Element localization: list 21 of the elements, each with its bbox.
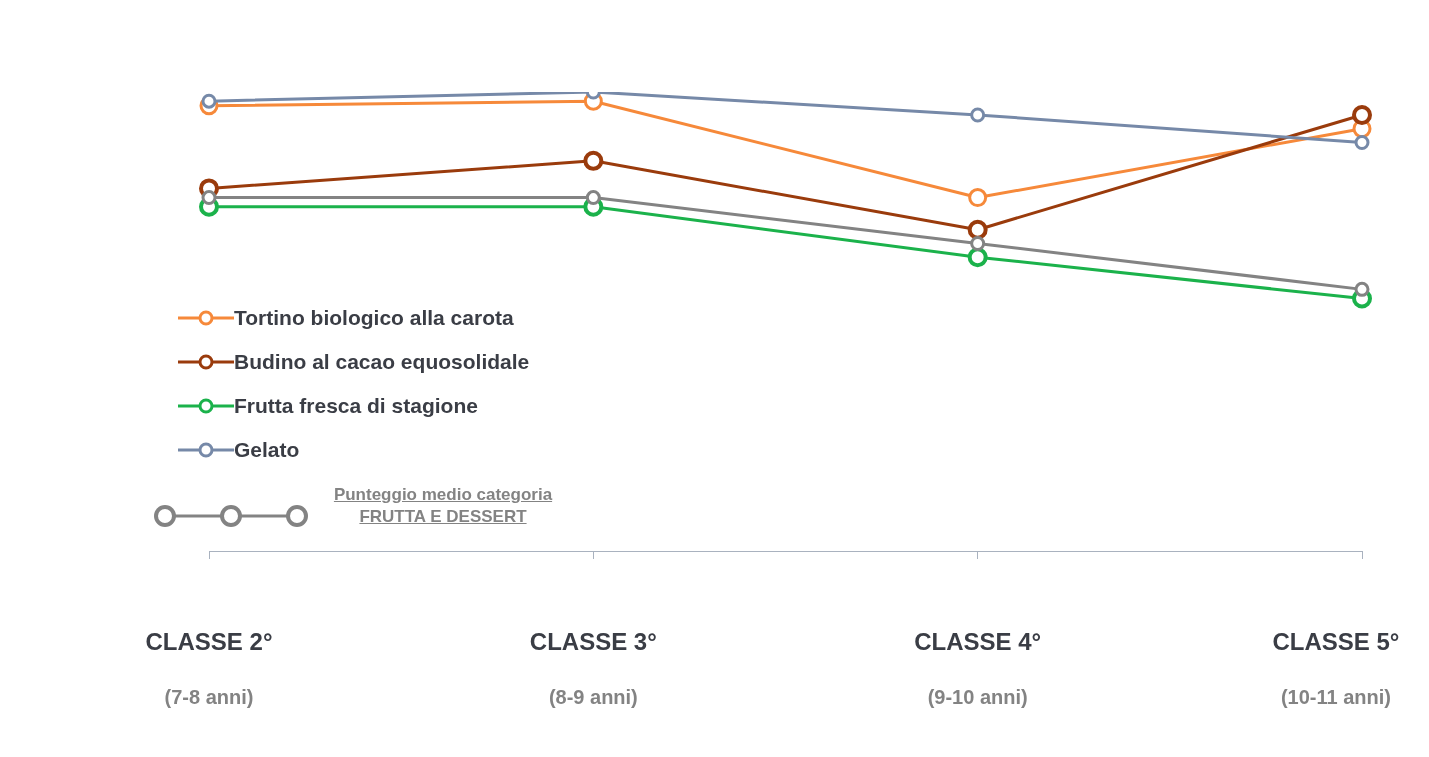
point [968, 188, 988, 208]
point [967, 247, 988, 268]
point [1352, 104, 1372, 125]
point [583, 150, 604, 171]
legend-label: Budino al cacao equosolidale [234, 350, 530, 374]
point [201, 93, 217, 109]
legend-label: Gelato [234, 438, 300, 462]
legend-label: Punteggio medio categoria FRUTTA E DESSERT [333, 485, 553, 526]
point [201, 190, 217, 206]
point [967, 219, 988, 240]
category-label: CLASSE 2° (7-8 anni) [145, 628, 273, 708]
legend-label: Tortino biologico alla carota [234, 306, 514, 330]
point [1354, 281, 1370, 297]
category-label: CLASSE 3° (8-9 anni) [529, 628, 657, 708]
category-label: CLASSE 4° (9-10 anni) [914, 628, 1042, 708]
point [970, 235, 986, 251]
point [970, 107, 986, 123]
point [585, 190, 601, 206]
legend-label: Frutta fresca di stagione [234, 394, 478, 418]
point [1354, 134, 1370, 150]
category-label: CLASSE 5° (10-11 anni) [1272, 628, 1400, 708]
